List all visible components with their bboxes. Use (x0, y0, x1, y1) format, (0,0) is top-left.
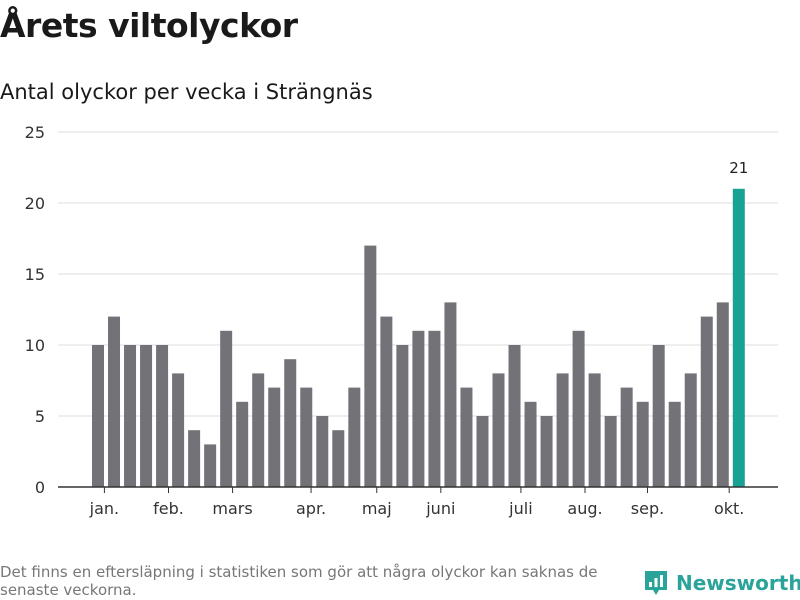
bar (396, 345, 409, 487)
y-tick-label: 15 (25, 265, 45, 284)
bar (460, 387, 473, 487)
x-axis-ticks: jan. feb. mars apr. maj juni juli aug. sep. okt. (89, 487, 744, 518)
bar (604, 416, 617, 487)
bar (316, 416, 329, 487)
bar (572, 330, 585, 487)
x-tick-label: juli (508, 499, 532, 518)
chart-subtitle: Antal olyckor per vecka i Strängnäs (0, 80, 373, 104)
chart-title: Årets viltolyckor (0, 6, 298, 45)
newsworthy-logo-icon (645, 571, 667, 595)
bar (636, 401, 649, 487)
bar (332, 430, 345, 487)
bar (540, 416, 553, 487)
brand-name: Newsworthy (676, 571, 800, 595)
bar (444, 302, 457, 487)
bar (156, 345, 169, 487)
bar (172, 373, 185, 487)
bar (268, 387, 281, 487)
bar (252, 373, 265, 487)
data-label: 21 (729, 159, 748, 177)
y-axis-ticks: 0 5 10 15 20 25 (25, 123, 45, 497)
bar-chart: 0 5 10 15 20 25 21 jan. feb. mars apr. maj juni jul… (25, 123, 778, 518)
bar (284, 359, 297, 487)
y-tick-label: 10 (25, 336, 45, 355)
footnote: Det finns en eftersläpning i statistiken… (0, 563, 598, 599)
bar (524, 401, 537, 487)
bar (140, 345, 153, 487)
bar (348, 387, 361, 487)
bar (380, 316, 393, 487)
y-tick-label: 0 (35, 478, 45, 497)
data-labels: 21 (729, 159, 748, 177)
bar (412, 330, 425, 487)
bar (428, 330, 441, 487)
x-tick-label: maj (362, 499, 392, 518)
bar (588, 373, 601, 487)
bar (684, 373, 697, 487)
bar (492, 373, 505, 487)
bar (92, 345, 104, 487)
bar (300, 387, 313, 487)
y-tick-label: 5 (35, 407, 45, 426)
y-tick-label: 25 (25, 123, 45, 142)
x-tick-label: mars (212, 499, 252, 518)
bar (236, 401, 249, 487)
x-tick-label: aug. (567, 499, 602, 518)
bar (700, 316, 713, 487)
bar (124, 345, 137, 487)
bar (108, 316, 121, 487)
x-tick-label: apr. (296, 499, 326, 518)
bar (220, 330, 233, 487)
bar-highlight (732, 188, 745, 488)
bar (476, 416, 489, 487)
brand-logo: Newsworthy (644, 569, 800, 597)
bar (556, 373, 569, 487)
bar (508, 345, 521, 487)
bar (716, 302, 729, 487)
bar (620, 387, 633, 487)
y-tick-label: 20 (25, 194, 45, 213)
x-tick-label: jan. (89, 499, 119, 518)
bar (364, 245, 377, 487)
bars (92, 188, 745, 488)
bar (204, 444, 217, 487)
x-tick-label: okt. (714, 499, 744, 518)
bar (652, 345, 665, 487)
x-tick-label: sep. (631, 499, 664, 518)
bar (668, 401, 681, 487)
bar (188, 430, 201, 487)
x-tick-label: juni (425, 499, 455, 518)
x-tick-label: feb. (153, 499, 184, 518)
